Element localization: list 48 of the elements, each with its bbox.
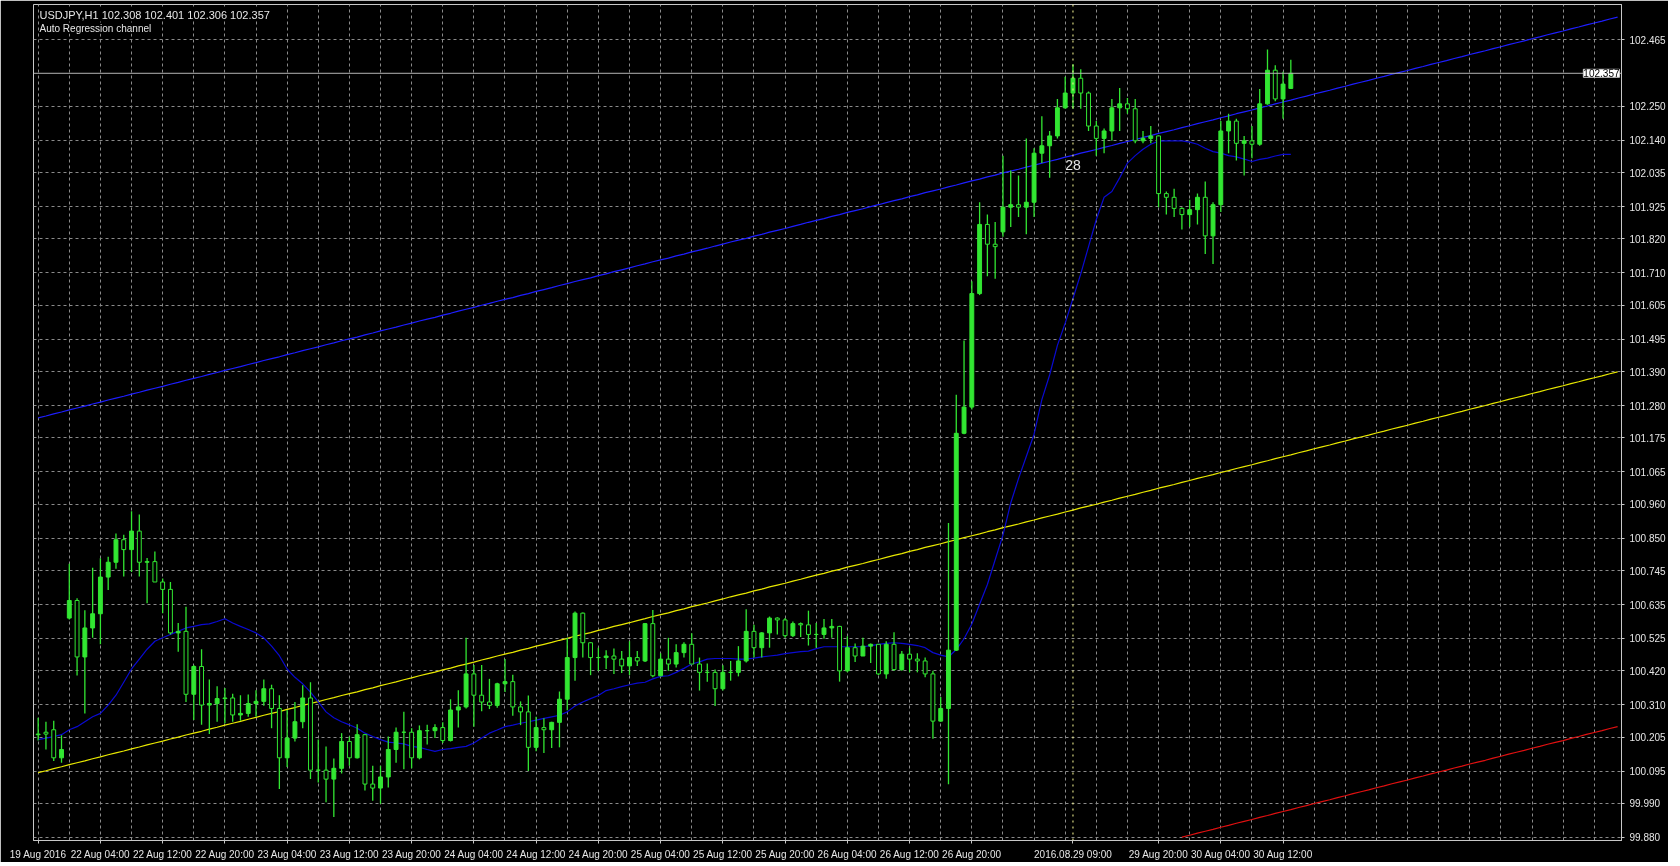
y-tick-label: 102.250 bbox=[1629, 101, 1667, 113]
x-tick-label: 26 Aug 04:00 bbox=[817, 848, 877, 860]
y-tick-label: 102.035 bbox=[1629, 167, 1667, 179]
x-tick-label: 30 Aug 04:00 bbox=[1191, 848, 1251, 860]
y-tick-label: 101.605 bbox=[1629, 300, 1667, 312]
y-tick-label: 101.065 bbox=[1629, 466, 1667, 478]
x-tick-label: 24 Aug 04:00 bbox=[444, 848, 504, 860]
y-tick-label: 99.990 bbox=[1629, 798, 1661, 810]
y-tick-label: 100.205 bbox=[1629, 732, 1667, 744]
y-tick-label: 100.310 bbox=[1629, 699, 1667, 711]
x-tick-label: 24 Aug 12:00 bbox=[506, 848, 566, 860]
y-tick-label: 100.525 bbox=[1629, 633, 1667, 645]
x-tick-label: 29 Aug 20:00 bbox=[1128, 848, 1189, 860]
x-tick-label: 22 Aug 20:00 bbox=[195, 848, 255, 860]
ref-line-label: 102.357 bbox=[1583, 68, 1620, 80]
y-tick-label: 102.140 bbox=[1629, 135, 1667, 147]
y-tick-label: 100.635 bbox=[1629, 599, 1667, 611]
y-tick-label: 100.420 bbox=[1629, 665, 1667, 677]
y-tick-label: 102.465 bbox=[1629, 34, 1667, 46]
text: Auto Regression channel bbox=[39, 22, 152, 34]
y-tick-label: 99.880 bbox=[1629, 832, 1661, 844]
y-tick-label: 101.280 bbox=[1629, 400, 1667, 412]
x-tick-label: 23 Aug 20:00 bbox=[381, 848, 442, 860]
x-tick-label: 23 Aug 04:00 bbox=[257, 848, 317, 860]
y-tick-label: 100.745 bbox=[1629, 565, 1667, 577]
x-tick-label: 25 Aug 12:00 bbox=[693, 848, 753, 860]
x-tick-label: 22 Aug 04:00 bbox=[70, 848, 131, 860]
y-tick-label: 101.925 bbox=[1629, 201, 1667, 213]
x-tick-label: 30 Aug 12:00 bbox=[1253, 848, 1313, 860]
x-tick-label: 2016.08.29 09:00 bbox=[1034, 848, 1113, 860]
y-tick-label: 100.095 bbox=[1629, 766, 1667, 778]
y-tick-label: 101.495 bbox=[1629, 334, 1667, 346]
y-tick-label: 101.390 bbox=[1629, 366, 1667, 378]
annotation: 28 bbox=[1065, 156, 1081, 173]
x-tick-label: 25 Aug 04:00 bbox=[630, 848, 691, 860]
chart-title: USDJPY,H1 102.308 102.401 102.306 102.357 bbox=[39, 8, 270, 21]
x-tick-label: 23 Aug 12:00 bbox=[319, 848, 380, 860]
y-tick-label: 100.850 bbox=[1629, 533, 1667, 545]
x-tick-label: 24 Aug 20:00 bbox=[568, 848, 628, 860]
x-tick-label: 25 Aug 20:00 bbox=[755, 848, 815, 860]
x-tick-label: 26 Aug 12:00 bbox=[879, 848, 940, 860]
x-tick-label: 26 Aug 20:00 bbox=[942, 848, 1002, 860]
y-tick-label: 101.175 bbox=[1629, 432, 1667, 444]
y-tick-label: 101.710 bbox=[1629, 267, 1667, 279]
y-tick-label: 100.960 bbox=[1629, 499, 1667, 511]
x-tick-label: 19 Aug 2016 bbox=[9, 848, 67, 860]
x-tick-label: 22 Aug 12:00 bbox=[132, 848, 193, 860]
y-tick-label: 101.820 bbox=[1629, 233, 1667, 245]
